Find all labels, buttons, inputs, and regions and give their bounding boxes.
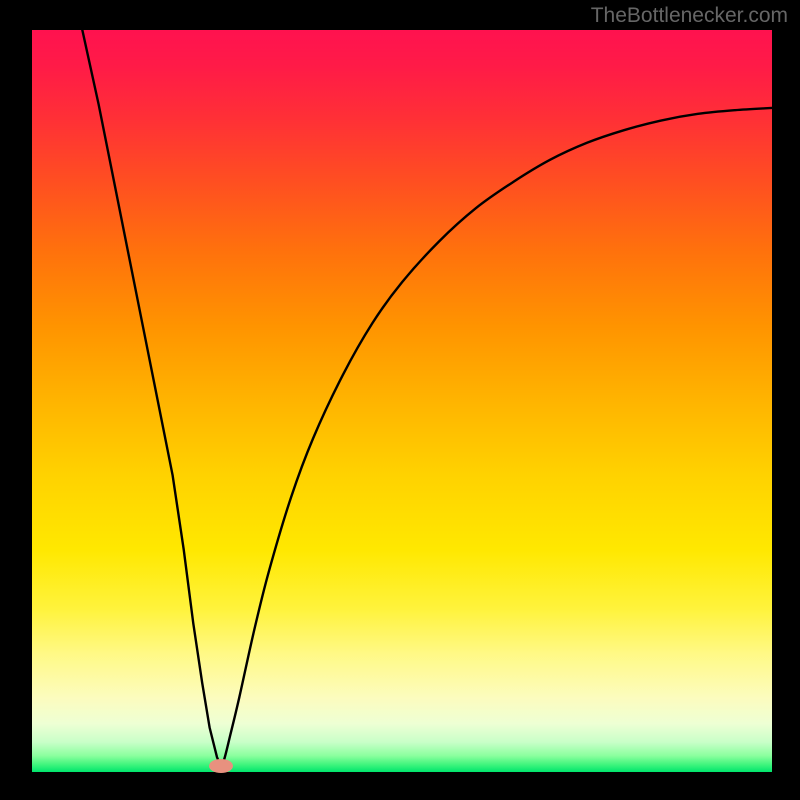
v-curve: [32, 30, 772, 772]
watermark-text: TheBottlenecker.com: [591, 4, 788, 28]
chart-container: TheBottlenecker.com: [0, 0, 800, 800]
plot-area: [32, 30, 772, 772]
minimum-marker: [209, 759, 233, 773]
